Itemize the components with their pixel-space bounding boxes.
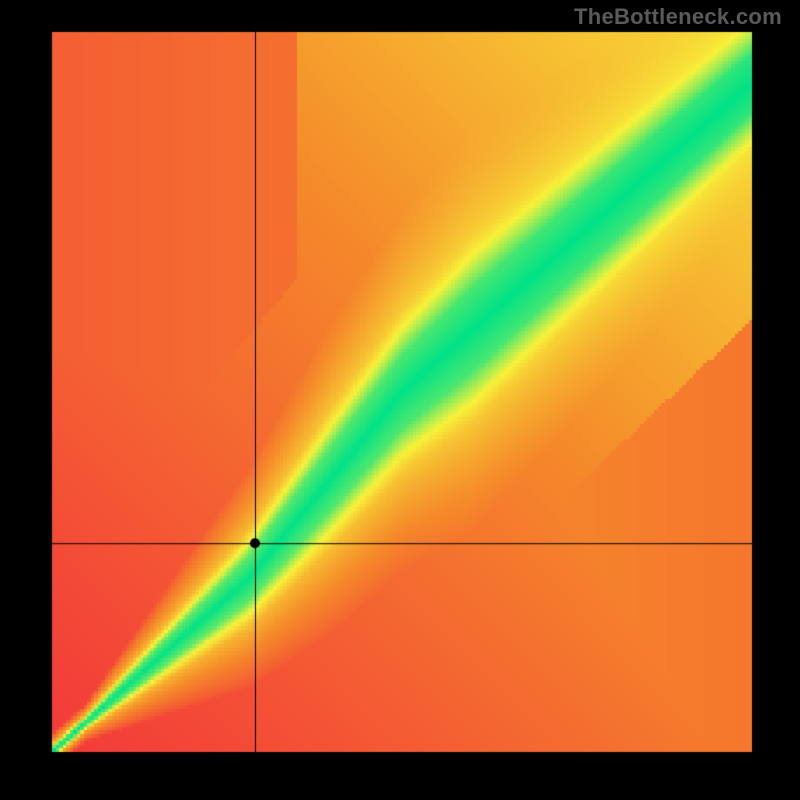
bottleneck-heatmap-canvas	[0, 0, 800, 800]
chart-container: TheBottleneck.com	[0, 0, 800, 800]
watermark-text: TheBottleneck.com	[574, 4, 782, 30]
